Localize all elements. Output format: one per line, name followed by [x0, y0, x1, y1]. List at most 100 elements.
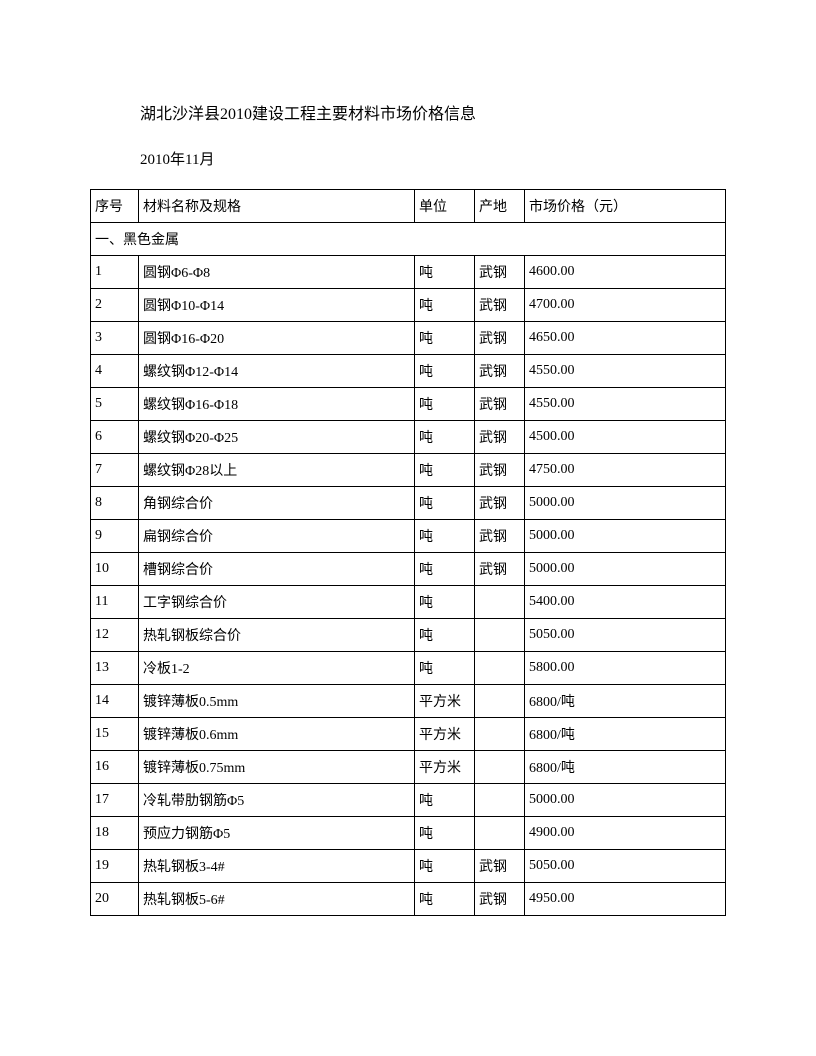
cell-unit: 吨 — [415, 256, 475, 289]
cell-origin — [475, 784, 525, 817]
cell-seq: 10 — [91, 553, 139, 586]
cell-name: 镀锌薄板0.75mm — [139, 751, 415, 784]
table-row: 10槽钢综合价吨武钢5000.00 — [91, 553, 726, 586]
cell-price: 6800/吨 — [525, 751, 726, 784]
cell-origin: 武钢 — [475, 256, 525, 289]
cell-price: 5000.00 — [525, 520, 726, 553]
cell-seq: 16 — [91, 751, 139, 784]
cell-unit: 吨 — [415, 817, 475, 850]
header-unit: 单位 — [415, 190, 475, 223]
cell-name: 扁钢综合价 — [139, 520, 415, 553]
cell-name: 热轧钢板综合价 — [139, 619, 415, 652]
table-row: 4螺纹钢Φ12-Φ14吨武钢4550.00 — [91, 355, 726, 388]
cell-name: 螺纹钢Φ20-Φ25 — [139, 421, 415, 454]
cell-unit: 吨 — [415, 784, 475, 817]
cell-unit: 吨 — [415, 586, 475, 619]
cell-unit: 吨 — [415, 289, 475, 322]
cell-price: 4700.00 — [525, 289, 726, 322]
cell-seq: 8 — [91, 487, 139, 520]
cell-name: 角钢综合价 — [139, 487, 415, 520]
cell-seq: 7 — [91, 454, 139, 487]
table-body: 一、黑色金属 1圆钢Φ6-Φ8吨武钢4600.002圆钢Φ10-Φ14吨武钢47… — [91, 223, 726, 916]
table-row: 2圆钢Φ10-Φ14吨武钢4700.00 — [91, 289, 726, 322]
cell-seq: 4 — [91, 355, 139, 388]
cell-unit: 吨 — [415, 454, 475, 487]
table-row: 20热轧钢板5-6#吨武钢4950.00 — [91, 883, 726, 916]
table-row: 9扁钢综合价吨武钢5000.00 — [91, 520, 726, 553]
cell-origin — [475, 817, 525, 850]
cell-price: 4500.00 — [525, 421, 726, 454]
cell-unit: 吨 — [415, 388, 475, 421]
cell-price: 6800/吨 — [525, 718, 726, 751]
cell-unit: 吨 — [415, 421, 475, 454]
cell-unit: 吨 — [415, 322, 475, 355]
cell-origin — [475, 619, 525, 652]
cell-origin: 武钢 — [475, 355, 525, 388]
cell-price: 4750.00 — [525, 454, 726, 487]
cell-unit: 平方米 — [415, 718, 475, 751]
cell-seq: 15 — [91, 718, 139, 751]
cell-price: 5000.00 — [525, 487, 726, 520]
table-header-row: 序号 材料名称及规格 单位 产地 市场价格（元） — [91, 190, 726, 223]
cell-price: 4600.00 — [525, 256, 726, 289]
cell-origin — [475, 652, 525, 685]
cell-unit: 平方米 — [415, 751, 475, 784]
cell-seq: 14 — [91, 685, 139, 718]
cell-seq: 18 — [91, 817, 139, 850]
cell-unit: 吨 — [415, 553, 475, 586]
cell-unit: 吨 — [415, 487, 475, 520]
table-row: 7螺纹钢Φ28以上吨武钢4750.00 — [91, 454, 726, 487]
document-date: 2010年11月 — [90, 148, 726, 169]
cell-unit: 吨 — [415, 883, 475, 916]
cell-origin: 武钢 — [475, 850, 525, 883]
cell-price: 4650.00 — [525, 322, 726, 355]
cell-origin: 武钢 — [475, 322, 525, 355]
cell-unit: 吨 — [415, 619, 475, 652]
cell-seq: 3 — [91, 322, 139, 355]
cell-seq: 2 — [91, 289, 139, 322]
cell-seq: 11 — [91, 586, 139, 619]
cell-name: 螺纹钢Φ16-Φ18 — [139, 388, 415, 421]
header-price: 市场价格（元） — [525, 190, 726, 223]
cell-name: 圆钢Φ16-Φ20 — [139, 322, 415, 355]
table-row: 19热轧钢板3-4#吨武钢5050.00 — [91, 850, 726, 883]
document-title: 湖北沙洋县2010建设工程主要材料市场价格信息 — [90, 100, 726, 124]
table-row: 16镀锌薄板0.75mm平方米 6800/吨 — [91, 751, 726, 784]
cell-price: 4900.00 — [525, 817, 726, 850]
cell-price: 5400.00 — [525, 586, 726, 619]
cell-origin: 武钢 — [475, 520, 525, 553]
table-row: 6螺纹钢Φ20-Φ25吨武钢4500.00 — [91, 421, 726, 454]
cell-price: 5000.00 — [525, 553, 726, 586]
header-seq: 序号 — [91, 190, 139, 223]
cell-name: 圆钢Φ6-Φ8 — [139, 256, 415, 289]
cell-origin: 武钢 — [475, 883, 525, 916]
table-row: 15镀锌薄板0.6mm平方米6800/吨 — [91, 718, 726, 751]
table-row: 8角钢综合价吨武钢5000.00 — [91, 487, 726, 520]
cell-name: 热轧钢板5-6# — [139, 883, 415, 916]
cell-seq: 1 — [91, 256, 139, 289]
cell-origin — [475, 718, 525, 751]
cell-origin: 武钢 — [475, 289, 525, 322]
table-row: 1圆钢Φ6-Φ8吨武钢4600.00 — [91, 256, 726, 289]
cell-unit: 吨 — [415, 355, 475, 388]
cell-unit: 吨 — [415, 850, 475, 883]
header-origin: 产地 — [475, 190, 525, 223]
cell-price: 5800.00 — [525, 652, 726, 685]
cell-name: 螺纹钢Φ28以上 — [139, 454, 415, 487]
cell-seq: 5 — [91, 388, 139, 421]
cell-name: 工字钢综合价 — [139, 586, 415, 619]
cell-name: 冷轧带肋钢筋Φ5 — [139, 784, 415, 817]
cell-seq: 19 — [91, 850, 139, 883]
cell-name: 预应力钢筋Φ5 — [139, 817, 415, 850]
table-row: 12热轧钢板综合价吨5050.00 — [91, 619, 726, 652]
cell-price: 5000.00 — [525, 784, 726, 817]
header-name: 材料名称及规格 — [139, 190, 415, 223]
cell-name: 圆钢Φ10-Φ14 — [139, 289, 415, 322]
cell-name: 槽钢综合价 — [139, 553, 415, 586]
table-row: 5螺纹钢Φ16-Φ18吨武钢4550.00 — [91, 388, 726, 421]
cell-name: 螺纹钢Φ12-Φ14 — [139, 355, 415, 388]
table-row: 17冷轧带肋钢筋Φ5吨5000.00 — [91, 784, 726, 817]
section-label: 一、黑色金属 — [91, 223, 726, 256]
cell-price: 4950.00 — [525, 883, 726, 916]
cell-seq: 12 — [91, 619, 139, 652]
